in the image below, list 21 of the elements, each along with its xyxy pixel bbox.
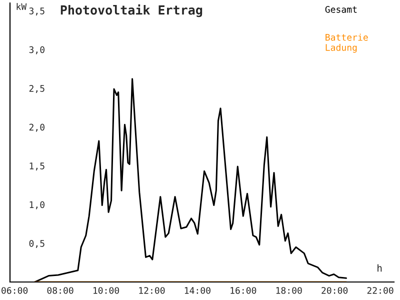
x-tick-label: 18:00 <box>276 287 302 294</box>
x-axis-title: h <box>378 264 382 272</box>
y-axis-title: kW <box>16 3 27 10</box>
text: Gesamt <box>325 6 357 13</box>
x-tick-label: 16:00 <box>230 287 256 294</box>
x-tick-label: 22:00 <box>367 287 394 294</box>
x-tick-label: 06:00 <box>2 287 28 294</box>
y-tick-label: 1,5 <box>30 162 44 170</box>
chart-title: Photovoltaik Ertrag <box>60 4 202 18</box>
x-tick-label: 12:00 <box>139 287 165 294</box>
text: Batterie Ladung <box>326 34 368 53</box>
x-tick-label: 14:00 <box>184 287 210 294</box>
y-tick-label: 2,0 <box>29 124 44 132</box>
y-tick-label: 1,0 <box>30 201 44 210</box>
x-tick-label: 20:00 <box>322 287 348 294</box>
y-tick-label: 0,5 <box>29 240 44 248</box>
x-tick-label: 10:00 <box>93 287 120 294</box>
x-tick-label: 08:00 <box>47 287 74 294</box>
y-tick-label: 3,0 <box>29 46 44 54</box>
y-tick-label: 3,5 <box>29 8 44 16</box>
y-tick-label: 2,5 <box>29 85 44 93</box>
